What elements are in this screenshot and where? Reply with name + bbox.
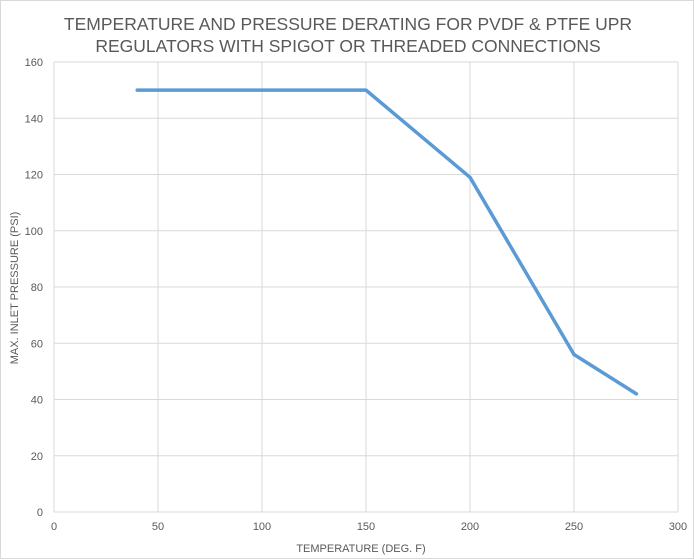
x-tick-label: 0	[51, 521, 57, 533]
x-tick-label: 250	[565, 521, 583, 533]
data-point	[634, 392, 638, 396]
data-point	[572, 353, 576, 356]
series-layer	[135, 88, 639, 396]
y-tick-label: 160	[25, 57, 43, 69]
y-tick-label: 140	[25, 113, 43, 125]
data-point	[364, 88, 368, 92]
y-tick-label: 80	[31, 282, 43, 294]
gridlines	[53, 61, 679, 513]
x-tick-label: 300	[669, 521, 687, 533]
x-tick-label: 100	[253, 521, 271, 533]
x-tick-label: 150	[357, 521, 375, 533]
y-tick-label: 20	[31, 451, 43, 463]
series-line	[135, 88, 639, 396]
x-tick-label: 200	[461, 521, 479, 533]
y-tick-label: 40	[31, 395, 43, 407]
x-axis-title: TEMPERATURE (DEG. F)	[296, 543, 425, 555]
y-tick-label: 120	[25, 170, 43, 182]
data-point	[135, 88, 139, 92]
y-tick-label: 100	[25, 226, 43, 238]
y-axis-title: MAX. INLET PRESSURE (PSI)	[9, 212, 21, 365]
chart-title-line-2: REGULATORS WITH SPIGOT OR THREADED CONNE…	[95, 36, 600, 56]
y-tick-label: 0	[37, 507, 43, 519]
x-tick-label: 50	[152, 521, 164, 533]
data-point	[468, 175, 472, 179]
y-tick-label: 60	[31, 338, 43, 350]
tick-labels: 0 20 40 60 80 100 120 140 160 0 50 100 150 200 250 300	[25, 57, 688, 533]
chart-title-line-1: TEMPERATURE AND PRESSURE DERATING FOR PV…	[64, 14, 632, 34]
